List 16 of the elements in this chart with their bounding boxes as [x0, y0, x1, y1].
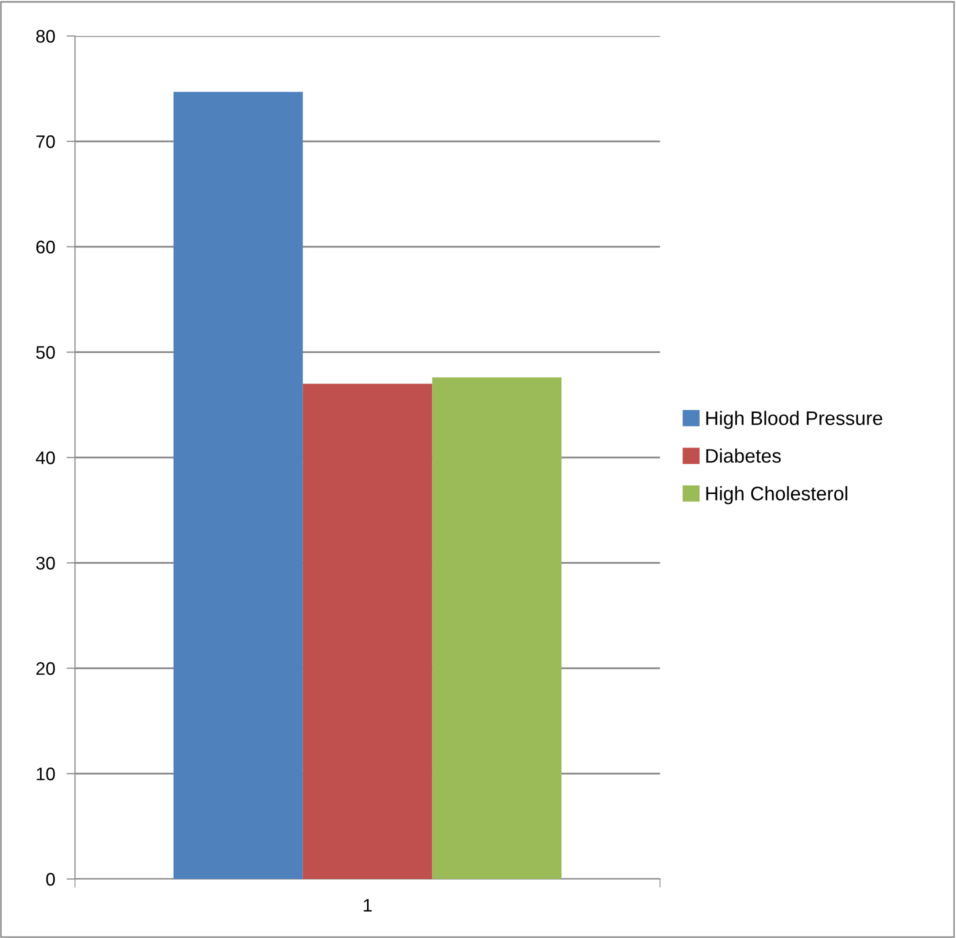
y-tick-label: 30 — [36, 556, 55, 570]
y-tick-label: 0 — [46, 872, 55, 886]
legend-label: High Blood Pressure — [706, 410, 882, 429]
y-tick-label: 20 — [36, 662, 55, 675]
legend-label: Diabetes — [706, 448, 781, 463]
bar — [432, 377, 562, 879]
y-tick-label: 50 — [36, 346, 55, 359]
bar — [174, 92, 303, 879]
y-tick-label: 60 — [36, 240, 55, 254]
y-tick-label: 70 — [36, 135, 55, 148]
x-tick-label: 1 — [364, 899, 372, 912]
y-tick-label: 40 — [36, 451, 55, 464]
legend-label: High Cholesterol — [706, 486, 848, 504]
y-tick-label: 80 — [36, 30, 55, 43]
y-tick-label: 10 — [36, 768, 55, 780]
bar — [302, 384, 432, 879]
